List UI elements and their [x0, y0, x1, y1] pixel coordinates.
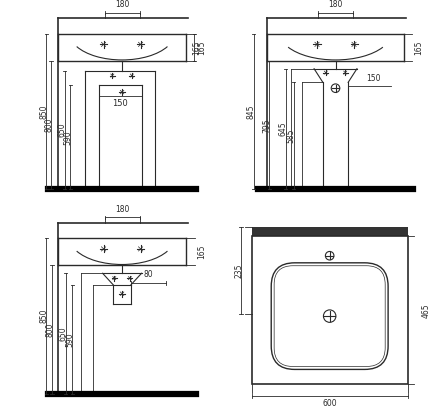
Text: 850: 850	[39, 309, 48, 323]
Text: 165: 165	[415, 40, 423, 54]
Text: 590: 590	[64, 130, 72, 145]
Text: 585: 585	[287, 129, 296, 143]
Text: 800: 800	[45, 322, 54, 337]
Text: 180: 180	[115, 205, 129, 214]
Text: 795: 795	[263, 118, 271, 133]
Text: 800: 800	[44, 118, 53, 132]
Text: 645: 645	[279, 122, 288, 136]
Text: 465: 465	[421, 303, 430, 317]
Text: 600: 600	[322, 399, 337, 409]
Text: 850: 850	[39, 104, 48, 119]
Text: 590: 590	[65, 332, 75, 347]
Text: 165: 165	[197, 245, 206, 259]
Text: 180: 180	[115, 0, 129, 9]
Bar	[252, 226, 408, 236]
Text: 80: 80	[144, 270, 153, 280]
Text: 650: 650	[58, 123, 67, 137]
Bar	[252, 236, 408, 384]
Text: 235: 235	[234, 263, 243, 277]
Text: 165: 165	[192, 40, 201, 54]
Text: 150: 150	[112, 99, 128, 109]
Text: 165: 165	[197, 40, 206, 54]
Text: 180: 180	[328, 0, 343, 9]
Text: 150: 150	[366, 74, 381, 83]
Text: 845: 845	[247, 104, 256, 119]
Text: 650: 650	[59, 326, 68, 341]
